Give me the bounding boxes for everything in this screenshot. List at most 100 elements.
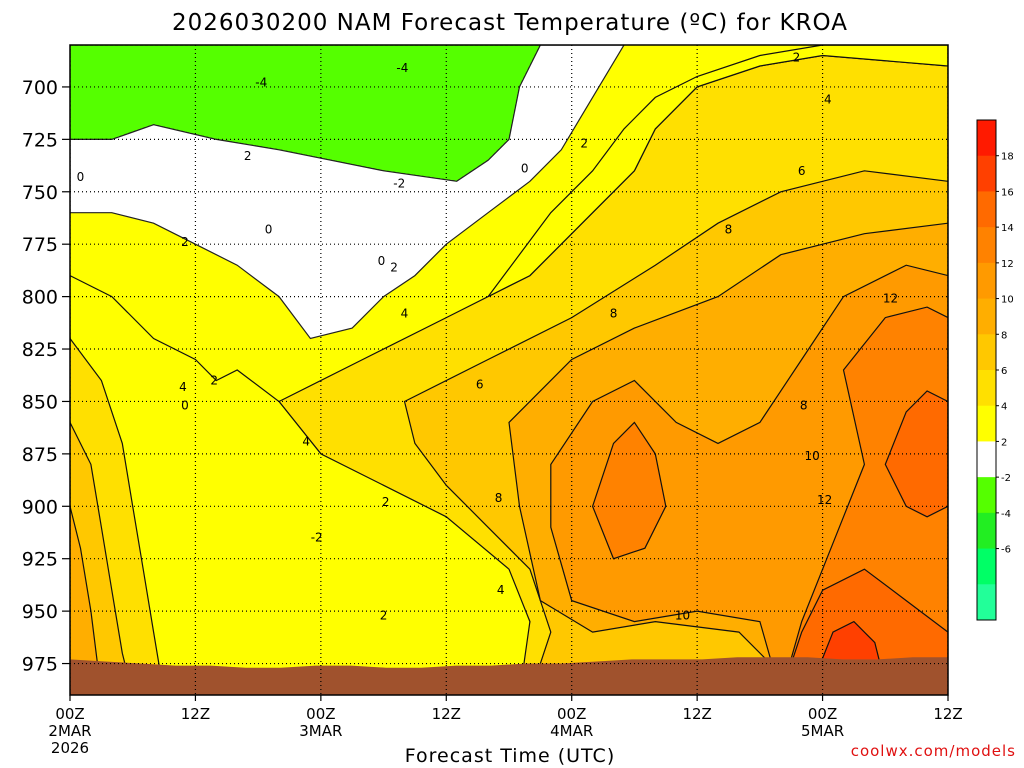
contour-label: 0 xyxy=(265,223,273,237)
y-tick-label: 775 xyxy=(22,234,58,256)
contour-label: 0 xyxy=(521,162,529,176)
y-tick-label: 925 xyxy=(22,549,58,571)
contour-label: 2 xyxy=(210,373,218,387)
colorbar-legend: 18 16 14 12 10 8 6 4 2 -2 -4 -6 xyxy=(976,119,1014,621)
chart-title: 2026030200 NAM Forecast Temperature (ºC)… xyxy=(172,10,848,36)
colorbar-segment xyxy=(977,512,996,550)
y-tick-label: 850 xyxy=(22,391,58,413)
contour-label: 2 xyxy=(181,235,189,249)
colorbar-label: 4 xyxy=(1001,402,1007,413)
contour-label: 0 xyxy=(181,399,189,413)
x-tick-date: 3MAR xyxy=(299,722,342,740)
contour-label: 4 xyxy=(179,380,187,394)
contour-label: 2 xyxy=(580,137,588,151)
ground-surface xyxy=(70,657,948,695)
credit-text[interactable]: coolwx.com/models xyxy=(851,742,1016,760)
colorbar-label: -2 xyxy=(1001,473,1011,484)
contour-label: 4 xyxy=(497,583,505,597)
contour-label: 12 xyxy=(817,493,832,507)
contour-label: 12 xyxy=(883,292,898,306)
contour-label: 8 xyxy=(800,399,808,413)
contour-label: 10 xyxy=(675,608,690,622)
x-tick-date: 2MAR xyxy=(48,722,91,740)
plot-area xyxy=(70,45,948,695)
contour-label: 6 xyxy=(476,378,484,392)
contour-label: 4 xyxy=(401,306,409,320)
colorbar-segment xyxy=(977,584,996,621)
contour-label: 0 xyxy=(77,170,85,184)
x-tick-label: 12Z xyxy=(181,705,210,723)
contour-label: 2 xyxy=(390,260,398,274)
y-tick-label: 750 xyxy=(22,182,58,204)
temperature-fills xyxy=(70,45,948,695)
colorbar-segment xyxy=(977,227,996,264)
colorbar-label: 2 xyxy=(1001,437,1007,448)
y-tick-label: 900 xyxy=(22,496,58,518)
surface-layer xyxy=(70,657,948,695)
colorbar-label: 6 xyxy=(1001,366,1007,377)
colorbar-segment xyxy=(977,441,996,478)
temperature-region-12 xyxy=(884,390,948,518)
y-tick-label: 975 xyxy=(22,654,58,676)
x-tick-date: 4MAR xyxy=(550,722,593,740)
colorbar-segment xyxy=(977,262,996,300)
colorbar-label: 8 xyxy=(1001,330,1007,341)
y-tick-label: 825 xyxy=(22,339,58,361)
contour-label: 8 xyxy=(725,223,733,237)
colorbar-label: 12 xyxy=(1001,259,1014,270)
colorbar-segment xyxy=(977,298,996,335)
temperature-region-19 xyxy=(487,45,948,298)
contour-label: 4 xyxy=(824,93,832,107)
contour-label: -4 xyxy=(396,61,408,75)
temperature-region-18 xyxy=(70,506,103,695)
x-tick-date: 5MAR xyxy=(801,722,844,740)
contour-label: 0 xyxy=(378,254,386,268)
contour-label: 6 xyxy=(798,164,806,178)
colorbar-label: -4 xyxy=(1001,509,1011,520)
colorbar-label: 18 xyxy=(1001,152,1014,163)
colorbar-segment xyxy=(977,191,996,228)
x-tick-label: 00Z xyxy=(808,705,837,723)
x-tick-label: 12Z xyxy=(432,705,461,723)
colorbar-label: -6 xyxy=(1001,545,1011,556)
colorbar-segment xyxy=(977,405,996,442)
y-tick-label: 800 xyxy=(22,287,58,309)
plot-frame xyxy=(69,44,949,696)
contour-label: 2 xyxy=(382,495,390,509)
contour-label: 4 xyxy=(302,434,310,448)
y-tick-label: 700 xyxy=(22,77,58,99)
colorbar-label: 14 xyxy=(1001,223,1014,234)
y-tick-label: 875 xyxy=(22,444,58,466)
colorbar-segment xyxy=(977,155,996,192)
y-tick-label: 950 xyxy=(22,601,58,623)
x-tick-label: 12Z xyxy=(933,705,962,723)
colorbar-segment xyxy=(977,477,996,514)
colorbar-segment xyxy=(977,120,996,157)
colorbar-label: 10 xyxy=(1001,295,1014,306)
temperature-region-11 xyxy=(591,421,667,560)
x-tick-year: 2026 xyxy=(51,739,89,757)
contour-label: 10 xyxy=(804,449,819,463)
contour-label: 8 xyxy=(610,306,618,320)
gridlines xyxy=(70,45,948,695)
contour-label: 2 xyxy=(380,608,388,622)
x-tick-label: 00Z xyxy=(55,705,84,723)
contour-label: 8 xyxy=(495,491,503,505)
colorbar-segment xyxy=(977,334,996,371)
colorbar-segment xyxy=(977,370,996,407)
contour-label: 2 xyxy=(244,149,252,163)
x-tick-label: 00Z xyxy=(306,705,335,723)
y-tick-label: 725 xyxy=(22,129,58,151)
contour-label: -2 xyxy=(311,531,323,545)
colorbar-segment xyxy=(977,548,996,585)
y-axis: 700 725 750 775 800 825 850 875 900 925 950 975 xyxy=(22,77,70,676)
contour-label: 2 xyxy=(793,51,801,65)
colorbar-label: 16 xyxy=(1001,187,1014,198)
contour-label: -4 xyxy=(255,76,267,90)
x-axis-label: Forecast Time (UTC) xyxy=(405,745,615,767)
x-tick-label: 12Z xyxy=(682,705,711,723)
x-tick-label: 00Z xyxy=(557,705,586,723)
